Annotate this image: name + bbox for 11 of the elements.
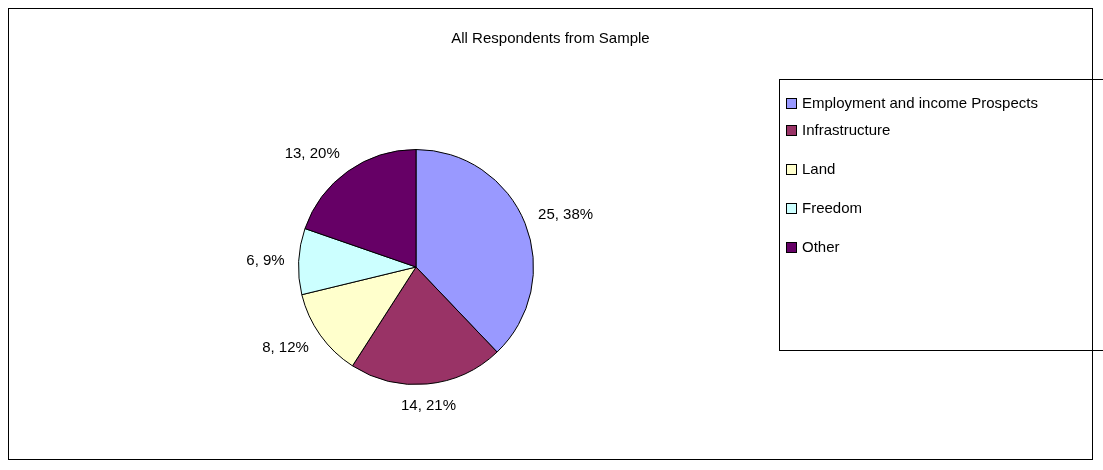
chart-title: All Respondents from Sample — [450, 29, 651, 46]
legend-label: Infrastructure — [802, 121, 892, 138]
legend-label: Land — [802, 160, 837, 177]
legend-label: Other — [802, 238, 841, 255]
legend-label: Employment and income Prospects — [802, 94, 1039, 111]
data-label: 13, 20% — [284, 143, 340, 161]
data-label: 6, 9% — [246, 250, 285, 268]
data-label: 14, 21% — [400, 396, 457, 414]
data-label: 25, 38% — [538, 205, 594, 223]
data-label: 8, 12% — [262, 338, 309, 356]
legend-label: Freedom — [802, 199, 864, 216]
